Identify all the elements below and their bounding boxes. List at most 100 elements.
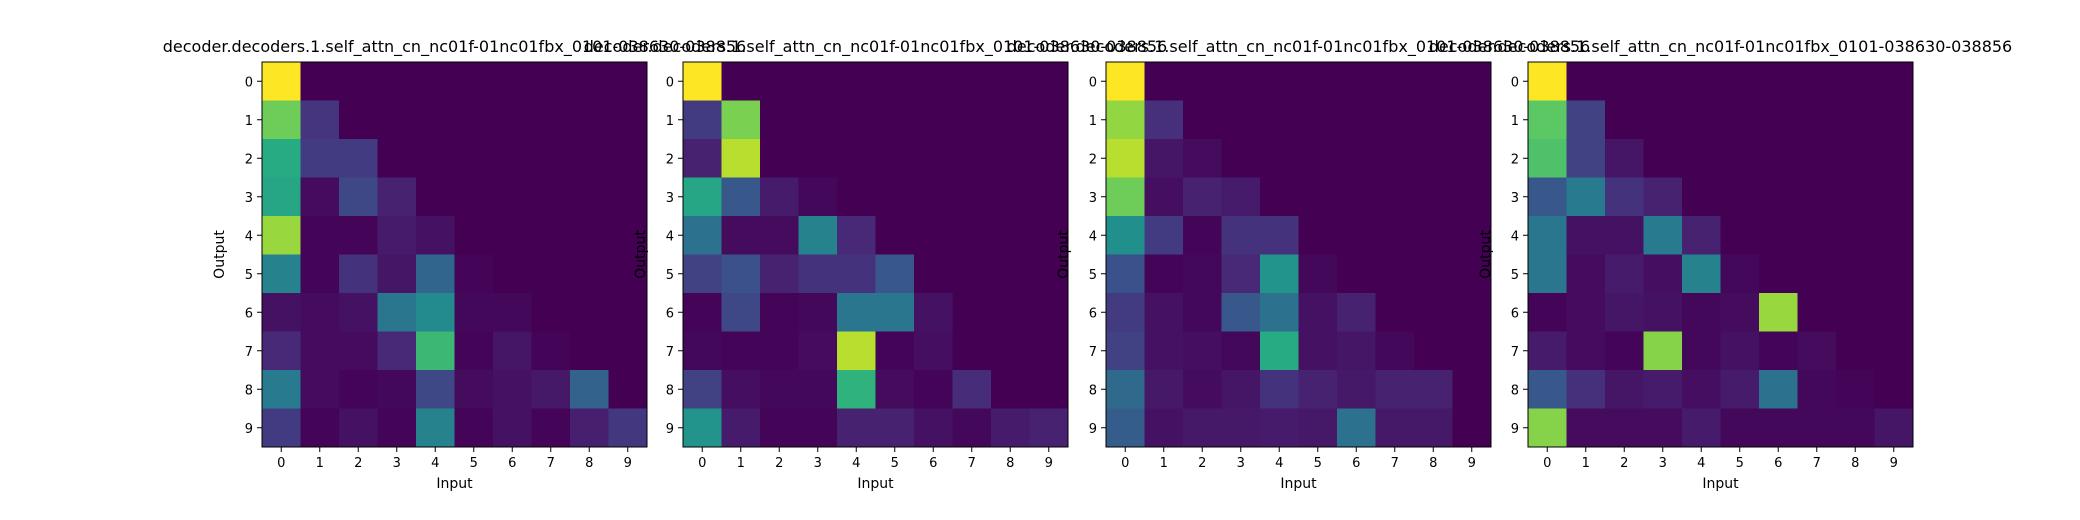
heatmap-cell-r8-c0 [1106, 370, 1145, 409]
heatmap-cell-r7-c4 [1260, 331, 1299, 371]
heatmap-cell-r3-c2 [760, 177, 799, 217]
x-tick-label: 3 [393, 456, 401, 471]
heatmap-cell-r5-c9 [608, 254, 648, 294]
heatmap-cell-r7-c4 [837, 331, 876, 371]
x-tick-label: 1 [316, 456, 324, 471]
x-tick-label: 3 [814, 456, 822, 471]
heatmap-cell-r3-c8 [570, 177, 609, 217]
heatmap-cell-r9-c7 [531, 408, 571, 448]
heatmap-cell-r7-c9 [1874, 331, 1914, 371]
heatmap-cell-r8-c7 [531, 370, 571, 409]
heatmap-cell-r6-c3 [1221, 293, 1261, 332]
y-tick-label: 8 [1089, 383, 1097, 398]
heatmap-cell-r4-c9 [1029, 216, 1069, 255]
heatmap-cell-r5-c2 [1183, 254, 1222, 294]
heatmap-cell-r3-c1 [1566, 177, 1606, 217]
heatmap-cell-r0-c9 [1874, 62, 1914, 101]
heatmap-cell-r4-c7 [1375, 216, 1415, 255]
heatmap-cell-r6-c0 [1106, 293, 1145, 332]
heatmap-cell-r4-c0 [1528, 216, 1567, 255]
heatmap-cell-r9-c0 [262, 408, 301, 448]
heatmap-cell-r8-c1 [1144, 370, 1184, 409]
heatmap-cell-r1-c8 [991, 100, 1030, 140]
x-tick-label: 6 [1352, 456, 1360, 471]
heatmap-cell-r6-c6 [1337, 293, 1376, 332]
heatmap-cell-r1-c9 [1452, 100, 1492, 140]
heatmap-cell-r9-c5 [875, 408, 915, 448]
heatmap-cell-r5-c4 [416, 254, 455, 294]
heatmap-cell-r2-c7 [531, 139, 571, 178]
heatmap-cell-r8-c1 [300, 370, 340, 409]
heatmap-cell-r4-c2 [760, 216, 799, 255]
heatmap-cell-r7-c2 [1183, 331, 1222, 371]
y-axis-label: Output [1056, 230, 1072, 279]
heatmap-cell-r4-c1 [721, 216, 761, 255]
heatmap-cell-r4-c4 [1260, 216, 1299, 255]
heatmap-cell-r2-c6 [1337, 139, 1376, 178]
heatmap-cell-r8-c8 [991, 370, 1030, 409]
heatmap-cell-r6-c5 [875, 293, 915, 332]
heatmap-cell-r2-c2 [1183, 139, 1222, 178]
heatmap-cell-r7-c0 [683, 331, 722, 371]
y-tick-label: 4 [666, 229, 674, 244]
heatmap-cell-r6-c3 [377, 293, 417, 332]
heatmap-cell-r0-c7 [1375, 62, 1415, 101]
heatmap-cell-r5-c6 [914, 254, 953, 294]
heatmap-cell-r3-c8 [1414, 177, 1453, 217]
heatmap-cell-r2-c8 [1414, 139, 1453, 178]
heatmap-cell-r5-c7 [531, 254, 571, 294]
heatmap-cell-r4-c8 [1414, 216, 1453, 255]
heatmap-cell-r8-c5 [1720, 370, 1760, 409]
x-axis-label: Input [857, 476, 894, 492]
x-tick-label: 9 [1890, 456, 1898, 471]
heatmap-cell-r6-c7 [1797, 293, 1837, 332]
heatmap-cell-r8-c7 [952, 370, 992, 409]
heatmap-cell-r1-c8 [570, 100, 609, 140]
heatmap-cell-r5-c8 [1414, 254, 1453, 294]
heatmap-cell-r0-c7 [531, 62, 571, 101]
heatmap-cell-r0-c2 [760, 62, 799, 101]
heatmap-cell-r1-c5 [875, 100, 915, 140]
heatmap-cell-r9-c7 [1375, 408, 1415, 448]
heatmap-cell-r9-c4 [1682, 408, 1721, 448]
x-tick-label: 7 [1391, 456, 1399, 471]
heatmap-cell-r6-c6 [914, 293, 953, 332]
heatmap-cell-r2-c1 [1566, 139, 1606, 178]
heatmap-cell-r4-c5 [1298, 216, 1338, 255]
heatmap-cell-r2-c5 [875, 139, 915, 178]
heatmap-cell-r6-c2 [1183, 293, 1222, 332]
heatmap-cell-r3-c7 [531, 177, 571, 217]
heatmap-cell-r8-c6 [1759, 370, 1798, 409]
heatmap-cell-r4-c4 [837, 216, 876, 255]
y-tick-label: 6 [666, 306, 674, 321]
y-tick-label: 6 [1511, 306, 1519, 321]
heatmap-cell-r9-c0 [1106, 408, 1145, 448]
y-tick-label: 5 [245, 268, 253, 283]
heatmap-cell-r2-c4 [1260, 139, 1299, 178]
heatmap-cell-r1-c1 [1566, 100, 1606, 140]
heatmap-cell-r1-c5 [1298, 100, 1338, 140]
heatmap-cell-r7-c4 [416, 331, 455, 371]
heatmap-cell-r0-c2 [339, 62, 378, 101]
x-tick-label: 3 [1237, 456, 1245, 471]
heatmap-cell-r0-c7 [952, 62, 992, 101]
heatmap-cell-r5-c7 [1797, 254, 1837, 294]
heatmap-cell-r8-c8 [1414, 370, 1453, 409]
heatmap-cell-r5-c2 [760, 254, 799, 294]
heatmap-cell-r1-c0 [262, 100, 301, 140]
heatmap-cell-r3-c0 [683, 177, 722, 217]
heatmap-cell-r1-c9 [1874, 100, 1914, 140]
heatmap-cell-r4-c8 [570, 216, 609, 255]
heatmap-cell-r2-c9 [1029, 139, 1069, 178]
y-tick-label: 2 [1089, 152, 1097, 167]
heatmap-cell-r0-c0 [262, 62, 301, 101]
heatmap-cell-r9-c9 [1452, 408, 1492, 448]
heatmap-frame [261, 61, 648, 448]
heatmap-cell-r1-c7 [531, 100, 571, 140]
heatmap-cell-r4-c8 [991, 216, 1030, 255]
heatmap-cell-r8-c8 [570, 370, 609, 409]
heatmap-cell-r1-c7 [952, 100, 992, 140]
x-tick-label: 5 [891, 456, 899, 471]
heatmap-cell-r1-c4 [416, 100, 455, 140]
